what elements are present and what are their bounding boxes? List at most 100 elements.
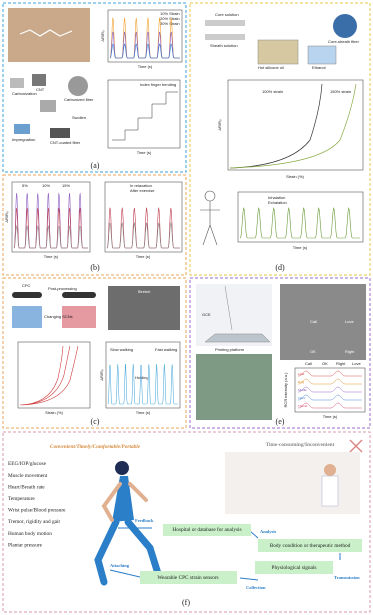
flow-text: Wearable CPC strain sensors: [157, 575, 218, 581]
label: Call: [305, 361, 312, 366]
axis-label: Time (s): [138, 64, 153, 69]
axis-label: RCR intensity (a.u.): [283, 372, 288, 408]
arrow-label: Collection: [246, 585, 266, 590]
curve: [229, 83, 357, 169]
syringe: [205, 20, 245, 26]
label: Hot silicone oil: [258, 65, 284, 70]
finger-label: Thumb: [298, 404, 308, 408]
finger-label: Middle: [298, 388, 307, 392]
label: Core solution: [215, 12, 239, 17]
plot-frame: [11, 181, 91, 253]
printer: [204, 285, 271, 343]
waveform: [298, 386, 362, 393]
waveform: [298, 370, 362, 377]
label: Stretch: [138, 289, 151, 294]
fiber-cross: [333, 14, 357, 38]
title: Convenient/Timely/Comfortable/Portable: [50, 444, 141, 450]
label: Exhalation: [268, 200, 287, 205]
label: Printing platform: [215, 347, 245, 352]
finger-label: Little: [298, 372, 305, 376]
curve: [229, 83, 323, 169]
flow-text: Body condition or therapeutic method: [270, 543, 351, 549]
sample: [12, 292, 42, 298]
waveform: [13, 224, 88, 249]
runner-head: [115, 461, 129, 475]
finger-label: Ring: [298, 380, 305, 384]
label: Love: [345, 319, 354, 324]
flow-box: [140, 571, 237, 584]
flow-box: [163, 524, 251, 536]
step: CNT: [36, 87, 45, 92]
inset-title: Index finger bending: [140, 82, 176, 87]
fiber-img: [10, 78, 24, 88]
axis-label: ΔR/R₀: [4, 211, 9, 223]
frame-e: [189, 277, 371, 429]
flow-box: [258, 539, 362, 552]
arrow-label: Transmission: [334, 575, 360, 580]
axis-label: Strain (%): [286, 174, 304, 179]
frame-b: [2, 174, 187, 276]
waveform: [298, 402, 362, 409]
panel-label: (f): [182, 598, 190, 607]
waveform: [106, 221, 180, 249]
label: Call: [310, 319, 317, 324]
frame-a: [2, 2, 187, 173]
list-item: Muscle movement: [8, 473, 48, 479]
photo-glove: [196, 354, 272, 420]
panel-label: (a): [91, 161, 100, 170]
photo-hands: [280, 284, 366, 360]
plot-frame: [107, 9, 183, 63]
waveform: [298, 378, 362, 385]
label: OK: [310, 349, 316, 354]
waveform: [109, 43, 180, 59]
runner-body: [112, 476, 134, 522]
flow-text: Physiological signals: [272, 565, 317, 571]
step: Carbonization: [12, 91, 37, 96]
axis-label: Time (s): [137, 150, 152, 155]
panel-label: (b): [90, 263, 100, 272]
item-list: EEG/IOP/glucose Muscle movement Heart/Brea…: [8, 461, 66, 548]
plot-frame: [105, 341, 181, 409]
axis-label: Time (s): [136, 410, 151, 415]
photo-stretch: [108, 286, 180, 330]
label: Fast walking: [155, 347, 177, 352]
hospital-img: [225, 452, 360, 514]
label: 100% strain: [262, 89, 283, 94]
frame-f: [2, 431, 371, 613]
plot-frame: [294, 367, 366, 413]
inset-frame: [107, 79, 181, 149]
label: GCE: [202, 312, 211, 317]
legend: 10% Strain: [160, 11, 180, 16]
legend: 20% Strain: [160, 16, 180, 21]
frame-d: [189, 2, 371, 276]
list-item: Plantar pressure: [8, 542, 43, 548]
title: Time-consuming/Inconvenient: [266, 442, 335, 448]
panel-label: (d): [275, 263, 285, 272]
sensor-thread: [19, 29, 73, 37]
legend: 10%: [42, 183, 50, 188]
beaker: [14, 124, 30, 134]
axis-label: Strain (%): [45, 410, 63, 415]
step-curve: [112, 91, 178, 141]
list-item: Tremor, rigidity and gait: [8, 519, 60, 525]
plot-frame: [237, 191, 364, 243]
axis-label: ΔR/R₀: [217, 119, 222, 131]
fiber-img: [50, 128, 70, 138]
step: CNT-coated fiber: [50, 140, 81, 145]
runner-arms: [101, 482, 148, 522]
bath: [307, 45, 337, 65]
axis-label: ΔR/R₀: [99, 369, 104, 381]
fiber-img: [40, 100, 56, 112]
photo-wrist: [8, 8, 90, 62]
arrows: [109, 527, 341, 581]
panel-label: (e): [276, 417, 285, 426]
cells: [12, 306, 42, 328]
waveform: [13, 207, 88, 249]
plot-frame: [17, 341, 91, 409]
axis-label: Time (s): [136, 254, 151, 259]
list-item: Temperature: [8, 496, 35, 502]
list-item: EEG/IOP/glucose: [8, 461, 47, 467]
legend: 15%: [62, 183, 70, 188]
panel-label: (c): [91, 417, 100, 426]
